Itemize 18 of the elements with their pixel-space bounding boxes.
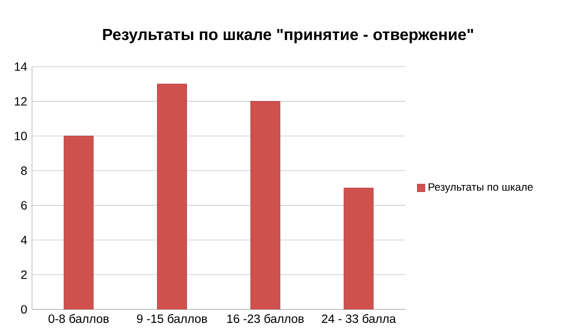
y-tick-label: 10 — [14, 132, 27, 140]
y-tick-label: 12 — [14, 97, 27, 106]
bar — [250, 101, 280, 310]
bar — [344, 188, 374, 310]
chart-title: Результаты по шкале "принятие - отвержение" — [103, 28, 474, 44]
legend-label: Результаты по шкале — [428, 183, 533, 193]
y-tick-label: 14 — [14, 62, 27, 71]
y-tick-label: 0 — [21, 305, 27, 314]
bar — [157, 84, 187, 310]
bar — [64, 136, 94, 310]
y-tick-label: 8 — [21, 166, 27, 175]
x-tick-label: 16 -23 баллов — [227, 314, 304, 323]
y-tick-label: 6 — [21, 201, 27, 210]
x-tick-label: 24 - 33 балла — [322, 314, 396, 323]
x-tick-label: 9 -15 баллов — [137, 314, 208, 323]
x-tick-label: 0-8 баллов — [48, 314, 109, 323]
y-tick-label: 4 — [20, 236, 27, 244]
y-tick-label: 2 — [21, 270, 27, 279]
